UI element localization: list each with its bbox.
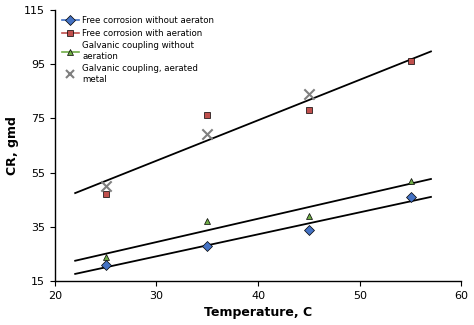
X-axis label: Temperature, C: Temperature, C: [204, 306, 312, 319]
Point: [203, 132, 211, 137]
Point: [102, 184, 109, 189]
Y-axis label: CR, gmd: CR, gmd: [6, 116, 18, 175]
Point: [305, 91, 313, 96]
Legend: Free corrosion without aeraton, Free corrosion with aeration, Galvanic coupling : Free corrosion without aeraton, Free cor…: [59, 14, 217, 86]
